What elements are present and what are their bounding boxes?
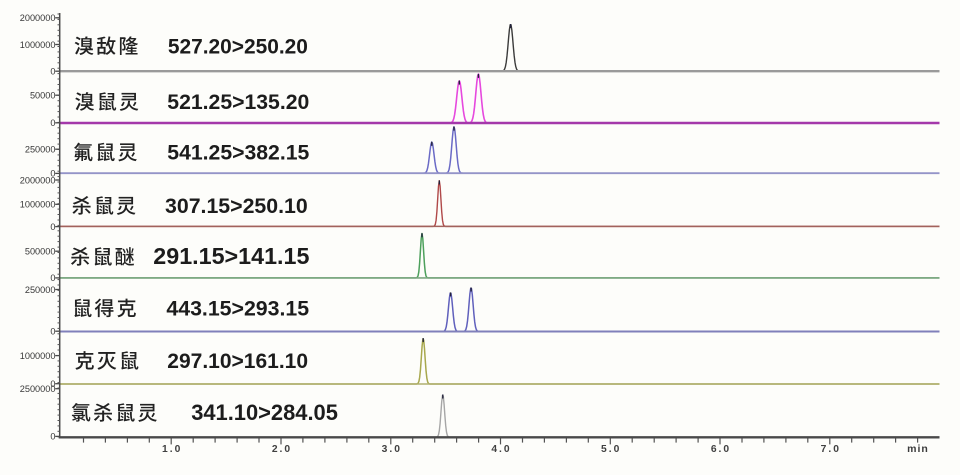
svg-text:307.15>250.10: 307.15>250.10 (165, 194, 308, 218)
svg-text:0: 0 (50, 67, 55, 77)
svg-text:1.0: 1.0 (162, 444, 182, 455)
svg-text:3.0: 3.0 (382, 444, 402, 455)
svg-text:341.10>284.05: 341.10>284.05 (191, 400, 338, 425)
svg-text:0: 0 (50, 327, 55, 337)
svg-text:4.0: 4.0 (491, 444, 511, 455)
svg-text:443.15>293.15: 443.15>293.15 (166, 297, 309, 321)
svg-text:5.0: 5.0 (601, 444, 621, 455)
svg-text:1000000: 1000000 (20, 40, 56, 50)
svg-text:0: 0 (50, 222, 55, 232)
svg-text:min: min (907, 443, 929, 455)
svg-text:2.0: 2.0 (272, 444, 292, 455)
svg-text:0: 0 (50, 273, 55, 283)
svg-text:0: 0 (50, 169, 55, 179)
svg-text:500000: 500000 (25, 247, 56, 257)
svg-text:1000000: 1000000 (20, 200, 56, 210)
svg-text:2500000: 2500000 (20, 384, 56, 394)
svg-text:250000: 250000 (25, 285, 56, 295)
svg-text:297.10>161.10: 297.10>161.10 (167, 350, 308, 373)
svg-text:1000000: 1000000 (20, 351, 56, 361)
svg-text:291.15>141.15: 291.15>141.15 (153, 243, 309, 269)
svg-text:0: 0 (50, 432, 55, 442)
svg-text:527.20>250.20: 527.20>250.20 (168, 35, 308, 58)
svg-text:521.25>135.20: 521.25>135.20 (167, 91, 309, 114)
svg-text:250000: 250000 (25, 145, 56, 155)
svg-text:0: 0 (50, 118, 55, 128)
svg-text:2000000: 2000000 (20, 175, 56, 185)
svg-text:7.0: 7.0 (821, 444, 841, 455)
svg-text:541.25>382.15: 541.25>382.15 (167, 142, 309, 165)
svg-text:50000: 50000 (30, 91, 56, 101)
svg-text:6.0: 6.0 (711, 444, 731, 455)
svg-text:0: 0 (50, 379, 55, 389)
svg-text:2000000: 2000000 (20, 13, 56, 23)
